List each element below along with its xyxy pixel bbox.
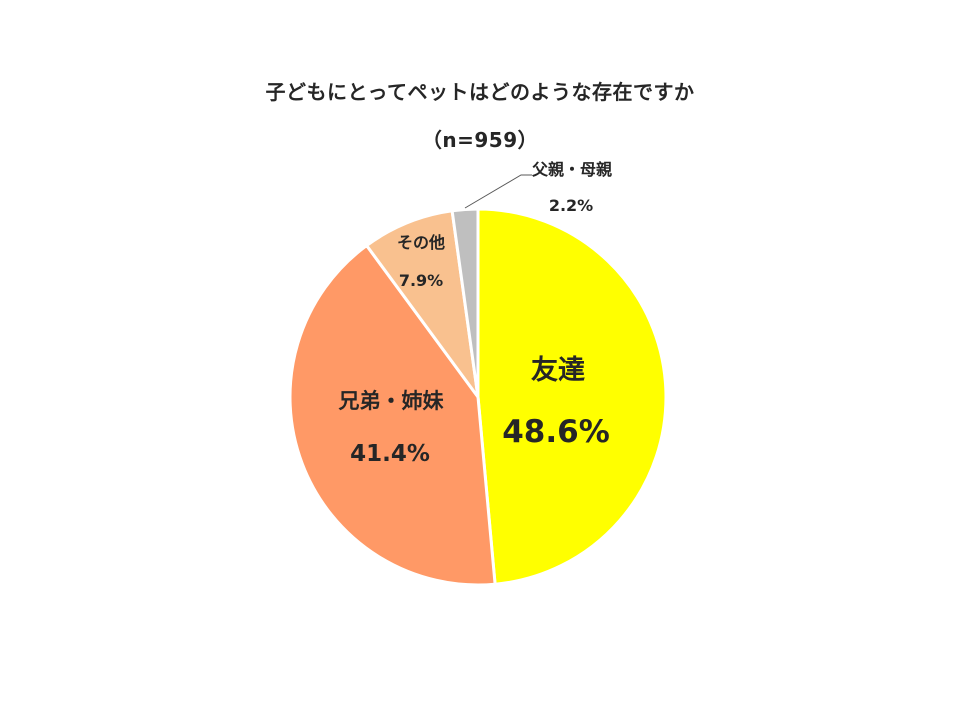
pie-slice-3 (450, 207, 480, 399)
chart-subtitle: （n=959） (421, 128, 539, 152)
chart-title: 子どもにとってペットはどのような存在ですか (265, 80, 695, 104)
slice-label-3: 父親・母親 (531, 160, 612, 179)
slice-value-label-1: 41.4% (350, 441, 430, 467)
labels-layer: 友達 48.6% 兄弟・姉妹 41.4% その他 7.9% 父親・母親 2.2% (338, 160, 613, 467)
leader-line (464, 174, 532, 209)
slice-value-label-0: 48.6% (502, 414, 610, 450)
slice-label-2: その他 (397, 233, 445, 252)
slice-label-1: 兄弟・姉妹 (338, 389, 445, 413)
pie-slice-0 (476, 207, 668, 586)
slices-layer (288, 207, 668, 587)
pie-slice-2 (365, 209, 480, 399)
slice-value-label-2: 7.9% (399, 271, 443, 290)
pie-slice-1 (288, 244, 497, 587)
slice-value-label-3: 2.2% (549, 196, 593, 215)
slice-label-0: 友達 (531, 355, 585, 386)
